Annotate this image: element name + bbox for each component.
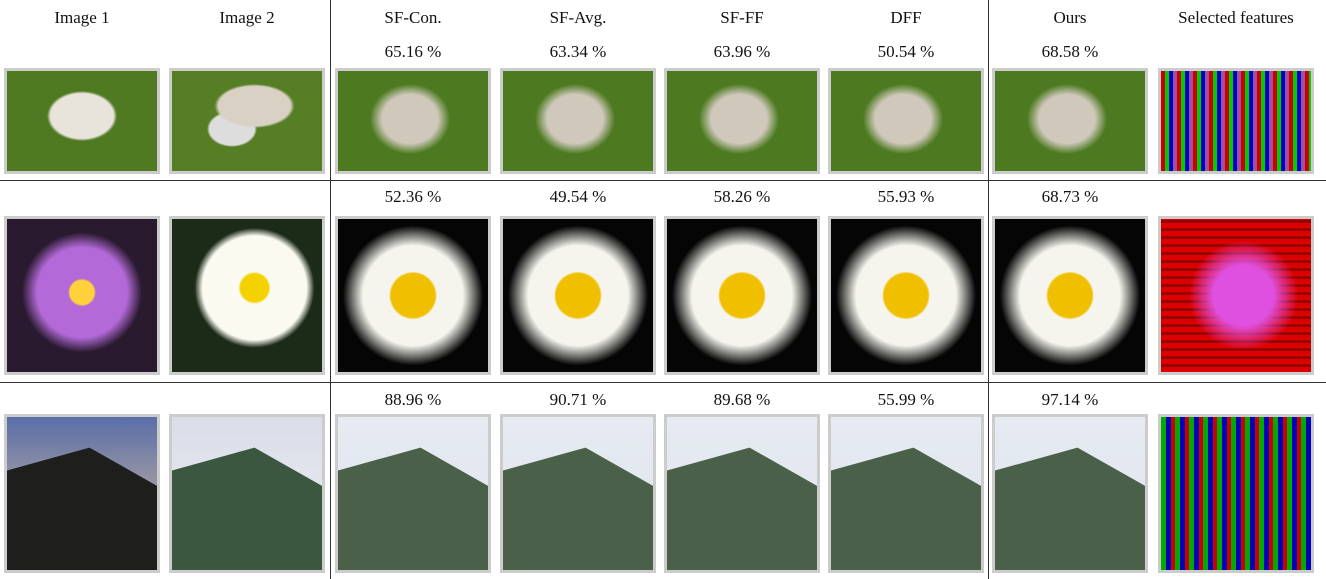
feature-map [1158, 216, 1314, 375]
score: 49.54 % [549, 187, 607, 206]
input-image [169, 216, 325, 375]
result-image [335, 216, 491, 375]
column-header: SF-Con. [384, 8, 442, 27]
input-image [169, 68, 325, 174]
result-image [335, 414, 491, 573]
mountain [338, 447, 488, 570]
result-image [992, 216, 1148, 375]
input-image [4, 414, 160, 573]
feature-map [1158, 414, 1314, 573]
score: 58.26 % [713, 187, 771, 206]
column-header: Image 2 [219, 8, 275, 27]
mountain [667, 447, 817, 570]
result-image [664, 68, 820, 174]
score: 88.96 % [384, 390, 442, 409]
mountain [503, 447, 653, 570]
result-image [500, 414, 656, 573]
input-image [4, 216, 160, 375]
score: 55.93 % [877, 187, 935, 206]
column-header: Selected features [1178, 8, 1294, 27]
score: 97.14 % [1041, 390, 1099, 409]
mountain [7, 447, 157, 570]
score: 89.68 % [713, 390, 771, 409]
result-image [828, 414, 984, 573]
score: 52.36 % [384, 187, 442, 206]
score: 63.96 % [713, 42, 771, 61]
column-header: DFF [890, 8, 922, 27]
result-image [992, 414, 1148, 573]
column-header: Ours [1053, 8, 1087, 27]
result-image [992, 68, 1148, 174]
column-header: SF-FF [720, 8, 764, 27]
result-image [500, 68, 656, 174]
input-image [169, 414, 325, 573]
column-divider [988, 0, 989, 579]
result-image [335, 68, 491, 174]
column-header: Image 1 [54, 8, 110, 27]
result-image [500, 216, 656, 375]
mountain [172, 447, 322, 570]
score: 68.58 % [1041, 42, 1099, 61]
score: 90.71 % [549, 390, 607, 409]
score: 63.34 % [549, 42, 607, 61]
input-image [4, 68, 160, 174]
mountain [995, 447, 1145, 570]
score: 65.16 % [384, 42, 442, 61]
result-image [828, 68, 984, 174]
result-image [664, 216, 820, 375]
column-divider [330, 0, 331, 579]
column-header: SF-Avg. [549, 8, 607, 27]
mountain [831, 447, 981, 570]
row-divider [0, 382, 1326, 383]
result-image [828, 216, 984, 375]
score: 55.99 % [877, 390, 935, 409]
score: 50.54 % [877, 42, 935, 61]
result-image [664, 414, 820, 573]
row-divider [0, 180, 1326, 181]
feature-map [1158, 68, 1314, 174]
score: 68.73 % [1041, 187, 1099, 206]
